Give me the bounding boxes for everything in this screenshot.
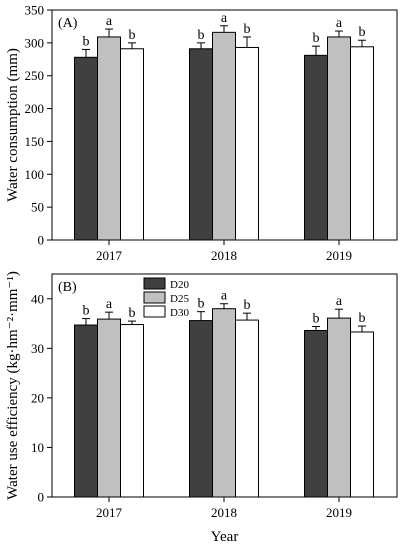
panel-b-sig-letter: a [221, 289, 228, 304]
panel-a-bar-d25 [327, 36, 351, 241]
panel-a-y-tick-label: 250 [25, 68, 45, 83]
panel-b-bar-d20 [304, 329, 328, 498]
panel-a-sig-letter: b [129, 28, 136, 43]
panel-a-x-tick-label: 2019 [326, 248, 352, 263]
panel-b-bar-d25 [97, 318, 121, 498]
panel-a-bar-d30 [350, 46, 374, 241]
panel-a-label: (A) [58, 16, 78, 31]
panel-a-y-tick-label: 200 [25, 101, 45, 116]
panel-a-bar-d30 [120, 48, 144, 241]
panel-a-bar-d20 [189, 48, 213, 241]
panel-b-y-tick-label: 40 [31, 291, 44, 306]
panel-b-y-tick-label: 30 [31, 341, 44, 356]
panel-a-bar-d20 [304, 54, 328, 241]
panel-a-sig-letter: b [83, 34, 90, 49]
panel-a-sig-letter: a [336, 16, 343, 31]
panel-a-y-tick-label: 350 [25, 3, 45, 18]
panel-a-y-tick-label: 0 [38, 233, 45, 248]
panel-b-sig-letter: b [244, 298, 251, 313]
panel-a-bar-d20 [74, 56, 98, 241]
panel-b-sig-letter: a [106, 297, 113, 312]
panel-a-sig-letter: b [359, 25, 366, 40]
panel-b-sig-letter: b [83, 304, 90, 319]
panel-b-x-tick-label: 2017 [96, 505, 123, 520]
panel-a-sig-letter: b [313, 31, 320, 46]
panel-a-sig-letter: b [244, 22, 251, 37]
panel-a-bar-d30 [235, 46, 259, 241]
legend-swatch-d30 [143, 305, 166, 318]
panel-a-x-tick-label: 2018 [211, 248, 237, 263]
panel-b-x-tick-label: 2018 [211, 505, 237, 520]
panel-a-sig-letter: b [198, 28, 205, 43]
legend-label-d20: D20 [170, 279, 189, 291]
panel-a-sig-letter: a [106, 14, 113, 29]
legend-label-d25: D25 [170, 293, 189, 305]
panel-a-y-tick-label: 100 [25, 167, 45, 182]
panel-a-bar-d25 [212, 31, 236, 241]
panel-b-sig-letter: b [129, 306, 136, 321]
panel-a: 0 50 100 150 200 250 300 350 Water consumption (… [5, 3, 398, 263]
legend-swatch-d20 [143, 277, 166, 290]
panel-a-y-tick-label: 150 [25, 134, 45, 149]
panel-b-x-tick-label: 2019 [326, 505, 352, 520]
panel-b-bar-d25 [327, 317, 351, 498]
panel-a-sig-letter: a [221, 11, 228, 26]
panel-b-bar-d20 [74, 324, 98, 498]
panel-b-x-axis-label: Year [211, 529, 239, 545]
panel-b-y-tick-label: 10 [31, 440, 44, 455]
panel-b-sig-letter: b [198, 297, 205, 312]
panel-b-y-axis-label: Water use efficiency (kg·hm⁻²·mm⁻¹) [5, 271, 21, 500]
panel-b-bar-d20 [189, 320, 213, 498]
panel-a-x-tick-label: 2017 [96, 248, 123, 263]
panel-b-y-tick-label: 0 [38, 490, 45, 505]
panel-b-bar-d30 [235, 319, 259, 498]
panel-b-sig-letter: b [313, 312, 320, 327]
panel-a-bar-d25 [97, 36, 121, 241]
legend-swatch-d25 [143, 291, 166, 304]
legend-label-d30: D30 [170, 307, 189, 319]
panel-b-label: (B) [58, 280, 77, 295]
panel-b-y-tick-label: 20 [31, 390, 44, 405]
panel-b: 0 10 20 30 40 Water use efficiency (kg·hm⁻²·m… [5, 271, 398, 545]
panel-b-bar-d30 [120, 324, 144, 498]
panel-a-y-axis-label: Water consumption (mm) [5, 48, 21, 202]
panel-a-y-tick-label: 50 [31, 200, 44, 215]
panel-b-sig-letter: a [336, 294, 343, 309]
panel-b-bar-d25 [212, 308, 236, 498]
panel-b-bar-d30 [350, 331, 374, 498]
panel-a-y-tick-label: 300 [25, 35, 45, 50]
panel-b-sig-letter: b [359, 311, 366, 326]
